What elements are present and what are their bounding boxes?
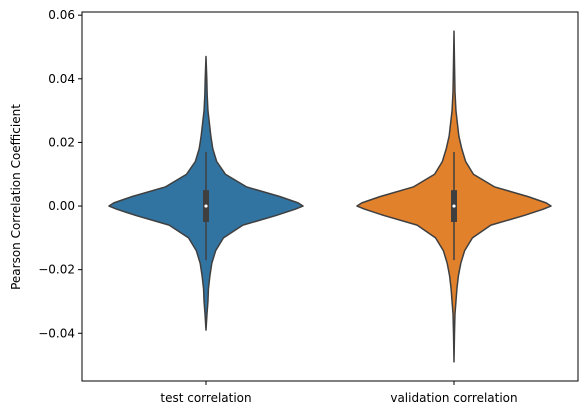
y-axis: −0.04 −0.02 0.00 0.02 0.04 0.06 xyxy=(38,8,82,340)
y-tick-label: −0.04 xyxy=(38,326,75,340)
x-tick-label: validation correlation xyxy=(390,391,517,405)
plot-frame xyxy=(81,11,579,382)
y-tick-label: 0.06 xyxy=(48,8,75,22)
violins-group xyxy=(108,30,552,363)
violin-median-point xyxy=(452,204,456,208)
y-axis-label: Pearson Correlation Coefficient xyxy=(9,104,23,290)
y-tick-label: 0.04 xyxy=(48,72,75,86)
y-tick-label: 0.02 xyxy=(48,135,75,149)
x-axis: test correlation validation correlation xyxy=(160,381,518,405)
x-tick-label: test correlation xyxy=(160,391,251,405)
y-tick-label: −0.02 xyxy=(38,263,75,277)
y-tick-label: 0.00 xyxy=(48,199,75,213)
violin-median-point xyxy=(204,204,208,208)
